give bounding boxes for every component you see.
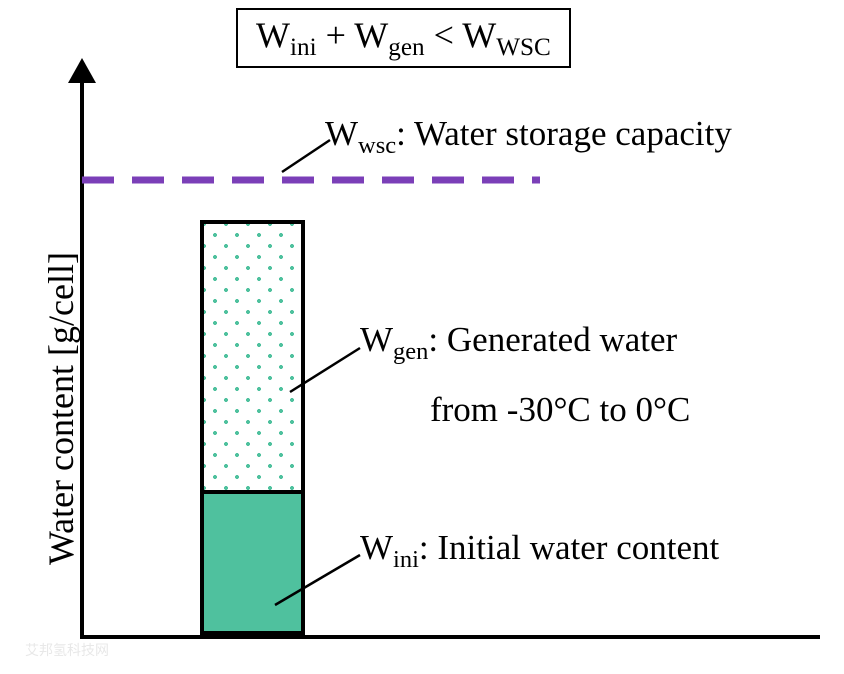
bar-generated-water [200, 220, 305, 490]
water-content-diagram: Wini + Wgen < WWSC Water content [g/cell… [0, 0, 844, 674]
gen-label-line1: Wgen: Generated water [360, 320, 677, 366]
watermark: 艾邦氢科技网 [25, 640, 109, 660]
formula-box: Wini + Wgen < WWSC [236, 8, 571, 68]
y-axis-label: Water content [g/cell] [40, 252, 82, 565]
wsc-label: Wwsc: Water storage capacity [325, 114, 732, 160]
y-axis-line [80, 80, 84, 639]
bar-initial-water [200, 490, 305, 635]
leader-wsc [282, 140, 330, 172]
formula-text: Wini + Wgen < WWSC [256, 15, 551, 55]
y-axis-arrow [68, 58, 96, 83]
ini-label: Wini: Initial water content [360, 528, 719, 574]
x-axis-line [80, 635, 820, 639]
gen-label-line2: from -30°C to 0°C [430, 390, 690, 430]
